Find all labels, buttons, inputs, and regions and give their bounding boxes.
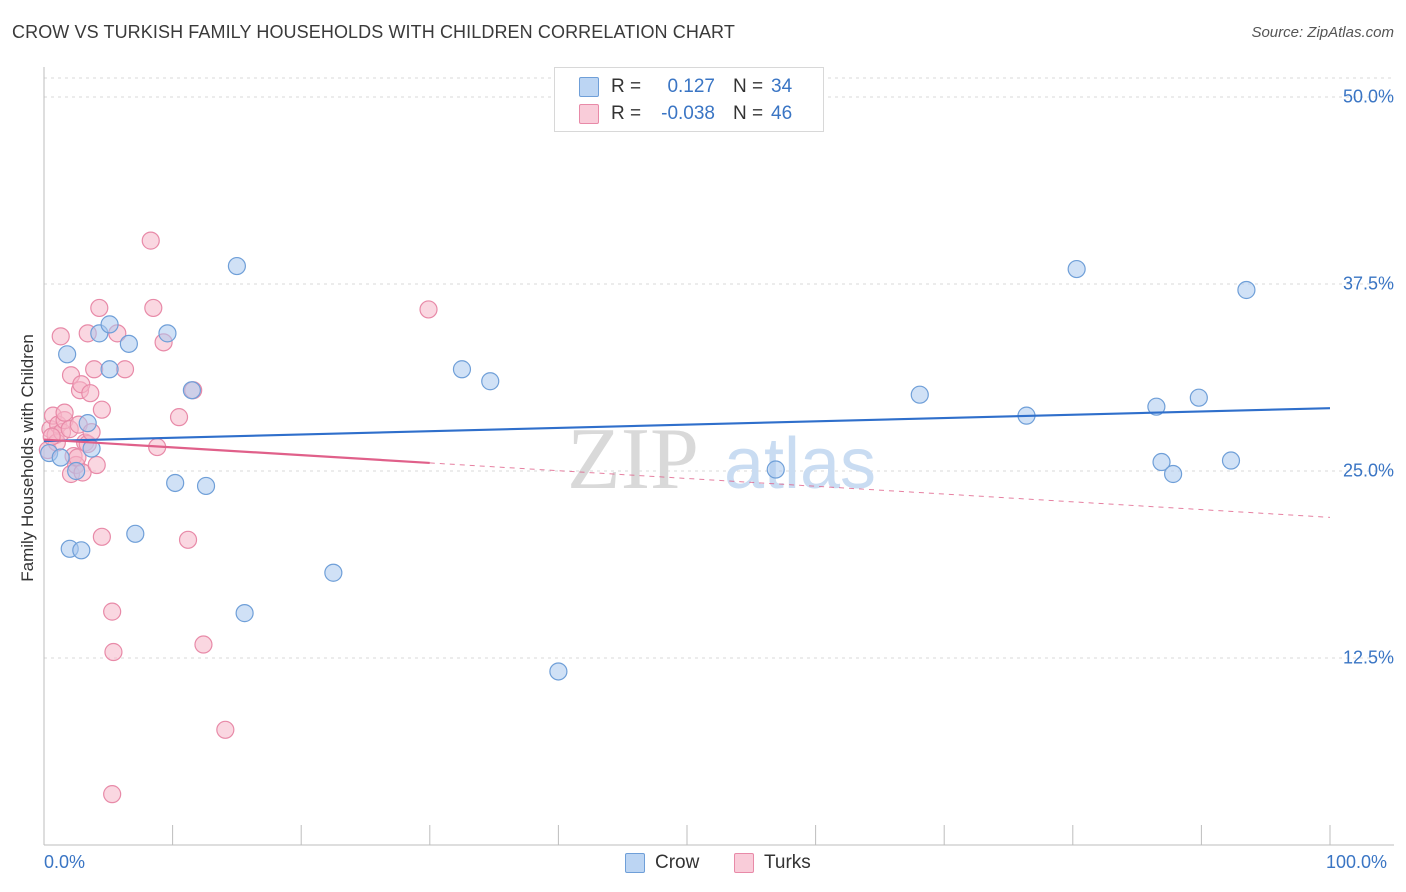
crow-point-29 — [1164, 464, 1183, 484]
turks-point-45 — [42, 427, 61, 446]
turks-point-39 — [169, 408, 189, 427]
turks-legend-label: Turks — [764, 852, 811, 873]
turks-point-30 — [103, 602, 122, 621]
turks-point-40 — [178, 530, 198, 549]
turks-r-value: -0.038 — [661, 103, 715, 124]
crow-point-27 — [1147, 397, 1166, 416]
turks-point-32 — [103, 785, 122, 804]
crow-point-1 — [51, 448, 70, 467]
turks-point-25 — [85, 360, 104, 379]
bottom-legend-turks: Turks — [734, 852, 811, 874]
crow-r-value: 0.127 — [667, 76, 715, 97]
y-axis-label: Family Households with Children — [18, 334, 37, 582]
crow-swatch — [579, 77, 599, 97]
crow-legend-swatch — [625, 853, 645, 873]
crow-point-21 — [481, 372, 500, 391]
crow-point-9 — [100, 315, 119, 334]
turks-trend-extension — [429, 462, 1331, 518]
crow-point-28 — [1152, 452, 1171, 472]
crow-point-5 — [72, 541, 91, 560]
turks-point-31 — [104, 642, 123, 662]
gridlines — [44, 77, 1394, 659]
crow-r-label: R = — [611, 76, 642, 97]
correlation-legend: R = 0.127 N = 34 R = -0.038 N = 46 — [554, 67, 824, 132]
crow-point-10 — [100, 360, 119, 379]
watermark-atlas: atlas — [724, 424, 876, 504]
crow-point-18 — [235, 604, 254, 623]
axes — [43, 67, 1394, 846]
turks-n-value: 46 — [771, 103, 793, 124]
crow-point-15 — [182, 381, 201, 400]
crow-n-label: N = — [733, 76, 764, 97]
turks-point-28 — [92, 400, 111, 419]
crow-point-19 — [324, 563, 343, 582]
y-tick-label-1: 25.0% — [1342, 460, 1394, 481]
y-tick-label-0: 12.5% — [1342, 647, 1394, 668]
bottom-legend-crow: Crow — [625, 852, 699, 874]
turks-points — [38, 231, 438, 804]
legend-row-crow: R = 0.127 N = 34 — [579, 75, 792, 99]
turks-point-23 — [81, 384, 100, 403]
crow-point-31 — [1221, 451, 1241, 470]
crow-legend-label: Crow — [655, 852, 700, 873]
y-tick-label-3: 50.0% — [1342, 86, 1394, 107]
crow-points — [40, 256, 1256, 681]
turks-point-26 — [87, 455, 106, 475]
turks-r-label: R = — [611, 103, 642, 124]
crow-point-20 — [452, 360, 472, 379]
crow-point-24 — [910, 385, 929, 404]
crow-point-12 — [126, 524, 145, 543]
crow-point-4 — [67, 461, 86, 481]
crow-trend-line — [43, 407, 1331, 443]
turks-point-42 — [194, 635, 213, 654]
turks-point-36 — [144, 298, 163, 318]
crow-point-2 — [58, 345, 77, 364]
crow-point-26 — [1067, 259, 1086, 279]
crow-point-17 — [227, 256, 246, 276]
turks-n-label: N = — [733, 103, 764, 124]
crow-point-23 — [766, 460, 785, 479]
chart-title: CROW VS TURKISH FAMILY HOUSEHOLDS WITH C… — [12, 22, 735, 42]
turks-legend-swatch — [734, 853, 754, 873]
crow-point-32 — [1237, 280, 1256, 300]
turks-point-29 — [92, 527, 111, 546]
crow-point-22 — [549, 662, 568, 681]
turks-point-34 — [115, 360, 135, 379]
trend-lines — [43, 407, 1331, 518]
turks-point-6 — [51, 327, 70, 346]
legend-row-turks: R = -0.038 N = 46 — [579, 102, 792, 126]
crow-point-30 — [1189, 388, 1208, 407]
turks-point-27 — [90, 298, 109, 318]
source-label: Source: ZipAtlas.com — [1251, 24, 1394, 41]
crow-n-value: 34 — [771, 76, 793, 97]
y-tick-label-2: 37.5% — [1342, 273, 1394, 294]
turks-point-44 — [419, 300, 438, 319]
crow-point-16 — [196, 476, 216, 496]
turks-trend-line — [43, 438, 430, 465]
turks-point-43 — [216, 720, 235, 739]
crow-point-6 — [78, 414, 97, 433]
turks-swatch — [579, 104, 599, 124]
x-tick-max: 100.0% — [1326, 852, 1388, 872]
crow-point-14 — [166, 473, 185, 493]
watermark: ZIP atlas — [567, 411, 876, 508]
x-tick-min: 0.0% — [44, 852, 86, 872]
crow-point-13 — [158, 324, 177, 343]
crow-point-11 — [119, 334, 138, 353]
turks-point-35 — [141, 231, 160, 250]
turks-point-9 — [55, 403, 74, 422]
